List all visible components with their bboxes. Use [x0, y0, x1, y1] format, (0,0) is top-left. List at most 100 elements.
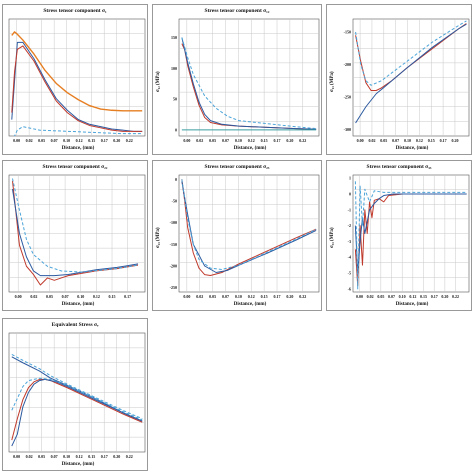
- x-axis-label: Distance, (mm): [233, 302, 267, 307]
- x-tick-label-0-07: 0.07: [51, 138, 58, 143]
- x-tick-label-0-15: 0.15: [428, 138, 435, 143]
- x-tick-label-0-12: 0.12: [409, 294, 416, 299]
- series-line-blue: [355, 23, 467, 124]
- series-line-blue2: [11, 378, 143, 447]
- y-tick-label-150: -150: [344, 30, 351, 35]
- y-tick-label-1: 1: [349, 176, 351, 181]
- x-tick-label-0-15: 0.15: [261, 294, 268, 299]
- chart-panel-p5: 0.00 0.02 0.05 0.07 0.10 0.12 0.15 0.17 0.20 0.22…: [152, 160, 322, 311]
- x-tick-label-0-07: 0.07: [222, 294, 229, 299]
- y-tick-label-1: -1: [348, 207, 351, 212]
- x-tick-label-0-17: 0.17: [274, 294, 281, 299]
- chart-svg-p7: 0.00 0.02 0.05 0.07 0.10 0.12 0.15 0.17 0.20 0.22: [8, 332, 146, 459]
- y-tick-label-0: 0: [175, 127, 177, 132]
- x-tick-label-0-15: 0.15: [88, 454, 95, 459]
- x-tick-label-0-15: 0.15: [261, 138, 268, 143]
- x-tick-label-0-12: 0.12: [76, 454, 83, 459]
- series-line-dashed: [14, 126, 143, 136]
- x-tick-label-0-22: 0.22: [299, 138, 306, 143]
- chart-title: Stress tensor component σ₃₃: [366, 164, 432, 170]
- x-tick-label-0-20: 0.20: [451, 138, 458, 143]
- x-tick-label-0-02: 0.02: [26, 138, 33, 143]
- x-tick-label-0-22: 0.22: [299, 294, 306, 299]
- x-tick-label-0-05: 0.05: [38, 138, 45, 143]
- chart-svg-p6: 0.00 0.02 0.05 0.07 0.10 0.12 0.15 0.17 0.20 0.22…: [348, 174, 470, 299]
- x-tick-label-0-20: 0.20: [441, 294, 448, 299]
- x-tick-label-0-17: 0.17: [274, 138, 281, 143]
- x-tick-label-0-10: 0.10: [235, 294, 242, 299]
- y-tick-label-0: 0: [175, 177, 177, 182]
- y-axis-label: σ₁₂ (MPa): [156, 70, 161, 92]
- x-tick-label-0-17: 0.17: [431, 294, 438, 299]
- x-tick-label-0-20: 0.20: [113, 454, 120, 459]
- chart-panel-p4: 0.00 0.02 0.05 0.07 0.10 0.12 0.15 0.17 Stress t…: [2, 160, 148, 311]
- x-tick-label-0-05: 0.05: [38, 454, 45, 459]
- x-tick-label-0-00: 0.00: [13, 454, 20, 459]
- y-axis-label: σ₃₃ (MPa): [330, 226, 335, 248]
- y-tick-label-250: -250: [344, 95, 351, 100]
- chart-panel-p2: 0.00 0.02 0.05 0.07 0.10 0.12 0.15 0.17 0.20 0.22…: [152, 4, 322, 155]
- x-tick-label-0-15: 0.15: [88, 138, 95, 143]
- x-tick-label-0-02: 0.02: [30, 294, 37, 299]
- chart-svg-p1: 0.00 0.02 0.05 0.07 0.10 0.12 0.15 0.17 0.20 0.22: [8, 18, 146, 143]
- chart-svg-p4: 0.00 0.02 0.05 0.07 0.10 0.12 0.15 0.17: [8, 174, 146, 299]
- x-tick-label-0-20: 0.20: [113, 138, 120, 143]
- chart-panel-p3: 0.00 0.02 0.05 0.07 0.10 0.12 0.15 0.17 0.20 -150…: [326, 4, 472, 155]
- x-tick-label-0-05: 0.05: [209, 138, 216, 143]
- y-tick-label-150: 150: [171, 35, 177, 40]
- x-axis-label: Distance, (mm): [61, 146, 95, 151]
- x-tick-label-0-10: 0.10: [404, 138, 411, 143]
- series-line-dashed: [181, 37, 317, 130]
- x-tick-label-0-20: 0.20: [286, 138, 293, 143]
- series-line-dashed: [354, 181, 467, 290]
- x-tick-label-0-00: 0.00: [357, 138, 364, 143]
- chart-panel-p6: 0.00 0.02 0.05 0.07 0.10 0.12 0.15 0.17 0.20 0.22…: [326, 160, 472, 311]
- x-tick-label-0-05: 0.05: [46, 294, 53, 299]
- x-tick-label-0-02: 0.02: [196, 294, 203, 299]
- y-tick-label-3: -3: [348, 239, 351, 244]
- series-line-blue: [11, 188, 139, 277]
- x-tick-label-0-02: 0.02: [26, 454, 33, 459]
- x-tick-label-0-12: 0.12: [76, 138, 83, 143]
- chart-svg-p5: 0.00 0.02 0.05 0.07 0.10 0.12 0.15 0.17 0.20 0.22…: [170, 174, 320, 299]
- chart-panel-p1: 0.00 0.02 0.05 0.07 0.10 0.12 0.15 0.17 0.20 0.22…: [2, 4, 148, 155]
- x-tick-label-0-17: 0.17: [101, 454, 108, 459]
- chart-title: Equivalent Stress σₑ: [51, 322, 99, 328]
- x-tick-label-0-05: 0.05: [377, 294, 384, 299]
- series-line-blue: [181, 37, 317, 130]
- x-tick-label-0-00: 0.00: [13, 138, 20, 143]
- series-line-blue: [11, 41, 143, 132]
- chart-title: Stress tensor component σ₁₂: [204, 8, 270, 14]
- x-tick-label-0-02: 0.02: [368, 138, 375, 143]
- y-axis-label: σ₂₃ (MPa): [156, 226, 161, 248]
- y-tick-label-250: -250: [170, 285, 177, 290]
- x-tick-label-0-07: 0.07: [62, 294, 69, 299]
- y-tick-label-4: -4: [348, 255, 351, 260]
- y-tick-label-300: -300: [344, 127, 351, 132]
- y-tick-label-150: -150: [170, 242, 177, 247]
- y-tick-label-50: 50: [173, 97, 177, 102]
- x-axis-label: Distance, (mm): [233, 146, 267, 151]
- chart-title: Stress tensor component σ₂₃: [204, 164, 270, 170]
- chart-svg-p3: 0.00 0.02 0.05 0.07 0.10 0.12 0.15 0.17 0.20 -150…: [344, 18, 470, 143]
- x-tick-label-0-10: 0.10: [399, 294, 406, 299]
- y-tick-label-5: -5: [348, 271, 351, 276]
- x-axis-label: Distance, (mm): [61, 302, 95, 307]
- x-axis-label: Distance, (mm): [395, 302, 429, 307]
- series-line-dashed: [11, 353, 143, 420]
- y-tick-label-2: -2: [348, 223, 351, 228]
- x-tick-label-0-10: 0.10: [235, 138, 242, 143]
- y-tick-label-50: -50: [172, 199, 177, 204]
- y-tick-label-200: -200: [170, 264, 177, 269]
- chart-svg-p2: 0.00 0.02 0.05 0.07 0.10 0.12 0.15 0.17 0.20 0.22…: [171, 18, 320, 143]
- x-tick-label-0-17: 0.17: [440, 138, 447, 143]
- series-line-red: [181, 179, 317, 277]
- series-line-dashed2: [11, 377, 143, 421]
- chart-title: Stress tensor component σ₁: [43, 8, 107, 14]
- x-tick-label-0-00: 0.00: [356, 294, 363, 299]
- x-tick-label-0-00: 0.00: [183, 294, 190, 299]
- x-axis-label: Distance, (mm): [395, 146, 429, 151]
- series-line-red: [355, 23, 467, 91]
- y-tick-label-200: -200: [344, 62, 351, 67]
- x-tick-label-0-00: 0.00: [15, 294, 22, 299]
